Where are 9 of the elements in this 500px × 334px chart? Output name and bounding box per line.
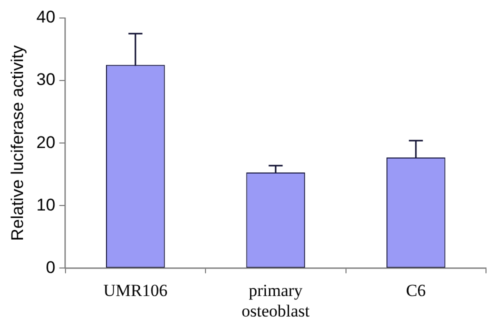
x-tick-label: UMR106 [103, 280, 168, 300]
y-tick-label: 20 [36, 132, 56, 152]
x-tick-label: primary osteoblast [242, 280, 310, 320]
x-tick-label: C6 [406, 280, 426, 300]
y-tick-label: 0 [46, 258, 56, 277]
y-tick-label: 30 [36, 70, 56, 90]
y-axis-title: Relative luciferase activity [8, 44, 27, 241]
y-tick-label: 40 [36, 8, 56, 27]
y-tick-label: 10 [36, 195, 56, 214]
